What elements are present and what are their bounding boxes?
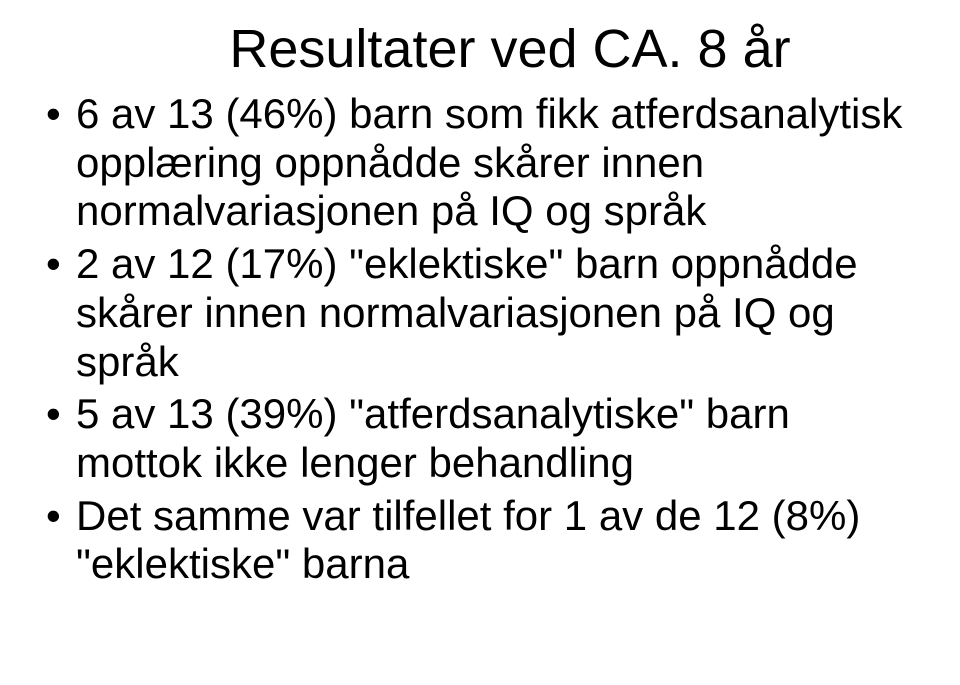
bullet-item: Det samme var tilfellet for 1 av de 12 (… xyxy=(40,492,920,589)
bullet-list: 6 av 13 (46%) barn som fikk atferdsanaly… xyxy=(40,90,920,589)
slide: Resultater ved CA. 8 år 6 av 13 (46%) ba… xyxy=(0,0,960,685)
bullet-item: 5 av 13 (39%) "atferdsanalytiske" barn m… xyxy=(40,390,920,487)
bullet-item: 2 av 12 (17%) "eklektiske" barn oppnådde… xyxy=(40,240,920,386)
bullet-item: 6 av 13 (46%) barn som fikk atferdsanaly… xyxy=(40,90,920,236)
slide-title: Resultater ved CA. 8 år xyxy=(40,18,920,80)
